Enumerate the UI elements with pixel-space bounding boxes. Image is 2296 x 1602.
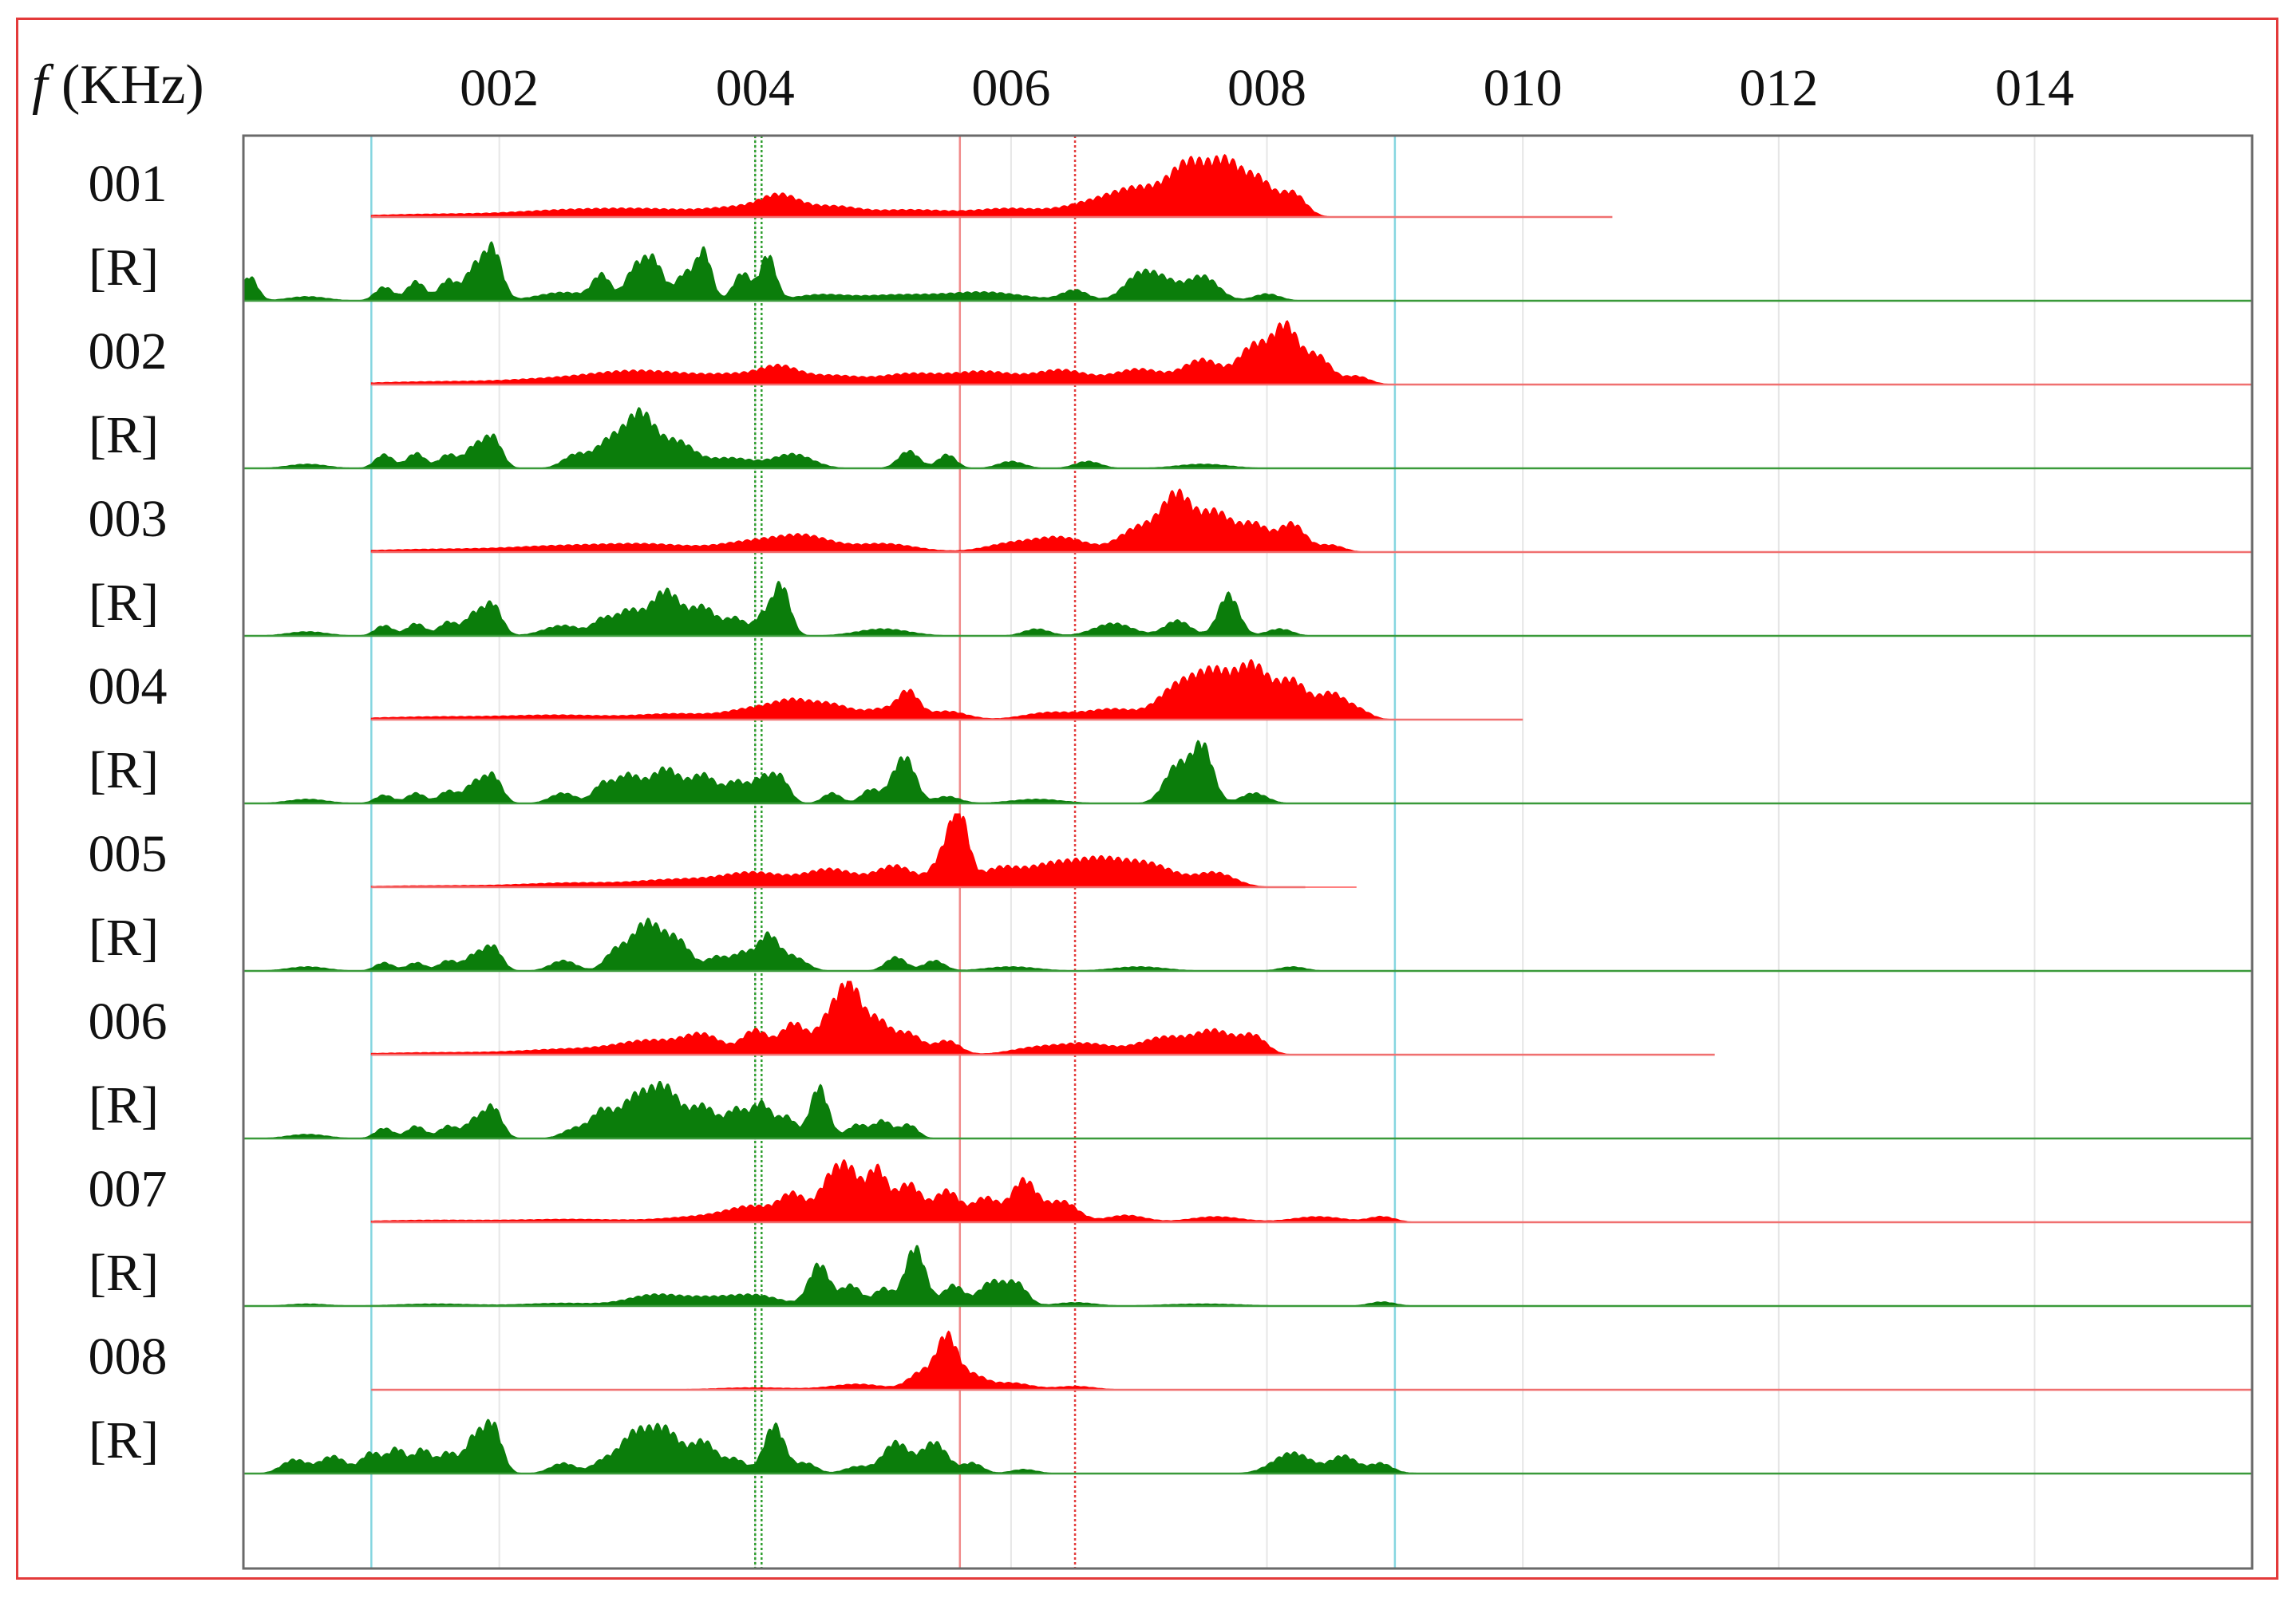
row-labels: 001 [R] 002 [R] 003 [R] 004 [R] 005 [R] 006 [R] 007 [… bbox=[89, 155, 168, 1470]
sample-spectrum-area bbox=[370, 488, 1433, 553]
spectrum-rows bbox=[243, 153, 2252, 1475]
frequency-unit: (KHz) bbox=[61, 54, 204, 116]
sample-row-label: 005 bbox=[89, 825, 168, 883]
reference-row-label: [R] bbox=[89, 239, 159, 297]
reference-row-label: [R] bbox=[89, 406, 159, 464]
reference-spectrum-row bbox=[243, 917, 2252, 973]
reference-row-label: [R] bbox=[89, 1411, 159, 1470]
frequency-symbol: f bbox=[32, 54, 48, 116]
reference-spectrum-row bbox=[243, 580, 2252, 637]
sample-row-label: 004 bbox=[89, 657, 168, 716]
figure-border bbox=[16, 18, 2278, 1580]
x-tick-label: 008 bbox=[1227, 59, 1306, 117]
sample-spectrum-area bbox=[370, 981, 1369, 1056]
x-axis-title: f (KHz) bbox=[32, 57, 204, 113]
sample-row-label: 006 bbox=[89, 992, 168, 1051]
sample-spectrum-row bbox=[370, 320, 2252, 386]
reference-row-label: [R] bbox=[89, 1244, 159, 1302]
reference-spectrum-area bbox=[243, 580, 1344, 637]
x-tick-label: 002 bbox=[460, 59, 539, 117]
sample-spectrum-row bbox=[370, 813, 1357, 889]
sample-spectrum-row bbox=[370, 659, 1523, 721]
grid-lines bbox=[498, 136, 2036, 1568]
x-tick-label: 012 bbox=[1739, 59, 1818, 117]
reference-spectrum-area bbox=[243, 241, 1344, 302]
reference-row-label: [R] bbox=[89, 909, 159, 967]
sample-spectrum-area bbox=[371, 1330, 1191, 1391]
sample-spectrum-row bbox=[370, 1159, 2252, 1224]
reference-lines bbox=[370, 136, 1397, 1568]
sample-row-label: 008 bbox=[89, 1328, 168, 1386]
sample-spectrum-area bbox=[370, 153, 1433, 218]
reference-spectrum-row bbox=[243, 740, 2252, 805]
reference-row-label: [R] bbox=[89, 574, 159, 632]
reference-spectrum-row bbox=[243, 1419, 2252, 1475]
sample-row-label: 002 bbox=[89, 322, 168, 381]
reference-spectrum-row bbox=[243, 1245, 2252, 1308]
sample-spectrum-area bbox=[370, 320, 1446, 385]
sample-spectrum-row bbox=[370, 488, 2252, 554]
x-tick-label: 010 bbox=[1484, 59, 1563, 117]
plot-frame bbox=[242, 134, 2254, 1570]
x-tick-label: 014 bbox=[1995, 59, 2074, 117]
reference-spectrum-row bbox=[243, 407, 2252, 470]
reference-spectrum-row bbox=[243, 241, 2252, 302]
x-tick-labels: 002 004 006 008 010 012 014 bbox=[460, 59, 2074, 117]
sample-spectrum-row bbox=[370, 981, 1715, 1056]
reference-spectrum-area bbox=[243, 740, 1331, 804]
reference-spectrum-area bbox=[243, 1081, 986, 1139]
sample-spectrum-area bbox=[370, 813, 1357, 888]
sample-row-label: 001 bbox=[89, 155, 168, 213]
reference-spectrum-row bbox=[243, 1081, 2252, 1140]
x-tick-label: 006 bbox=[971, 59, 1050, 117]
sample-spectrum-row bbox=[371, 1330, 2252, 1391]
reference-row-label: [R] bbox=[89, 741, 159, 799]
reference-row-label: [R] bbox=[89, 1076, 159, 1134]
sample-row-label: 007 bbox=[89, 1160, 168, 1218]
x-tick-label: 004 bbox=[716, 59, 795, 117]
sample-spectrum-area bbox=[370, 659, 1446, 720]
sample-spectrum-area bbox=[370, 1159, 1459, 1223]
sample-row-label: 003 bbox=[89, 490, 168, 548]
reference-spectrum-area bbox=[243, 407, 1344, 469]
reference-spectrum-area bbox=[243, 917, 1369, 972]
sample-spectrum-row bbox=[370, 153, 1613, 219]
reference-spectrum-area bbox=[243, 1419, 1434, 1474]
reference-spectrum-area bbox=[243, 1245, 1459, 1307]
